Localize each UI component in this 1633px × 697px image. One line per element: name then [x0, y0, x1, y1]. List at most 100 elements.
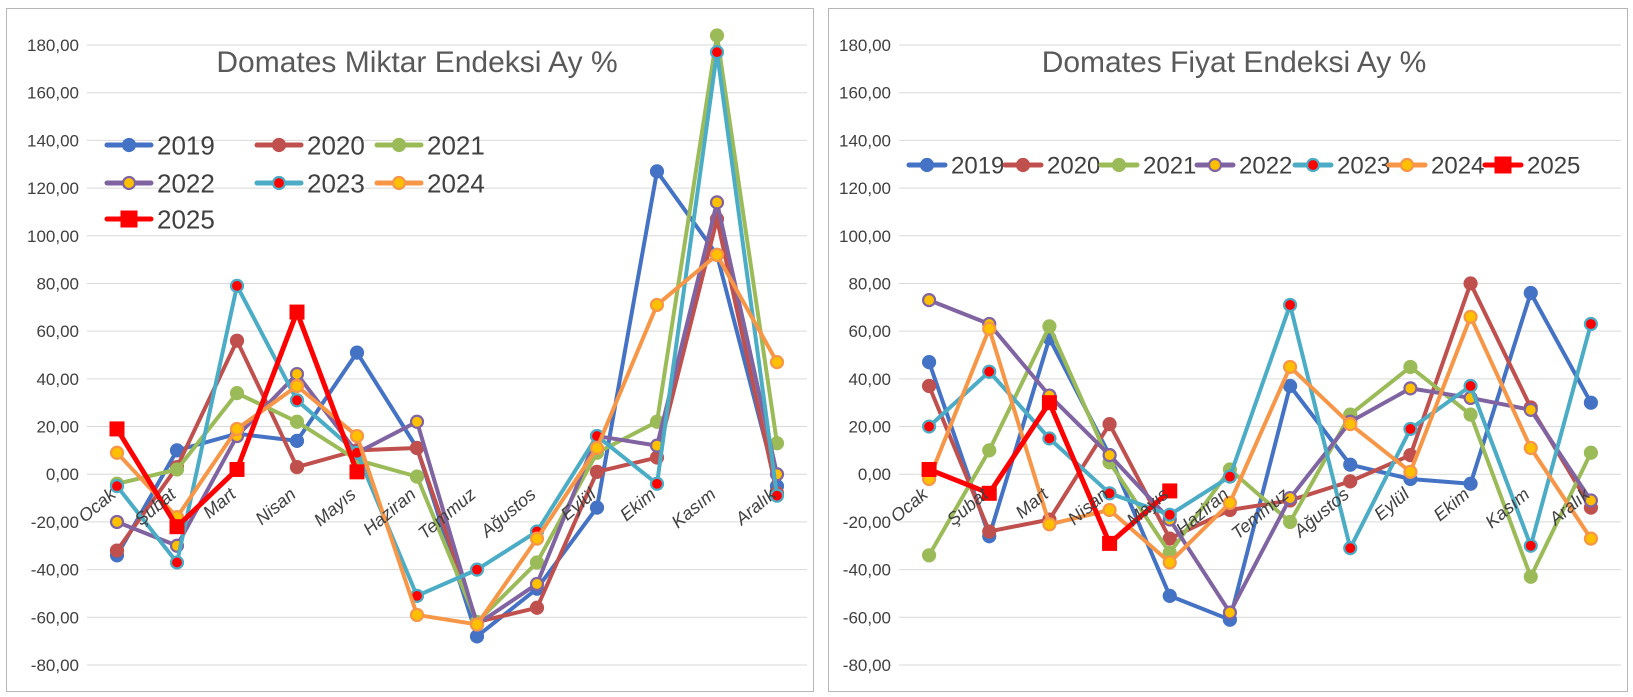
fiyat-point-2023 [1583, 316, 1599, 332]
miktar-legend-entry-2019: 2019 [104, 130, 215, 160]
fiyat-point-2025 [1102, 535, 1118, 551]
miktar-point-2022 [289, 366, 305, 382]
fiyat-series-line-2022 [927, 298, 1593, 615]
fiyat-point-2022 [1523, 402, 1538, 417]
miktar-point-2024 [289, 378, 305, 394]
miktar-point-2019 [349, 345, 365, 360]
fiyat-legend-swatch-marker [1399, 157, 1415, 173]
miktar-x-tick-label: Kasım [668, 484, 720, 532]
miktar-y-tick-label: -60,00 [31, 608, 79, 627]
miktar-legend-entry-2023: 2023 [254, 168, 365, 198]
miktar-point-2020 [289, 459, 305, 475]
miktar-point-2019 [289, 433, 305, 448]
miktar-point-2024 [229, 421, 245, 437]
fiyat-legend-label: 2021 [1143, 153, 1196, 180]
miktar-point-2025 [289, 304, 305, 320]
fiyat-legend-label: 2020 [1047, 153, 1100, 180]
fiyat-point-2021 [921, 548, 937, 563]
miktar-x-tick-label: Ağustos [476, 484, 539, 542]
miktar-legend-label: 2022 [157, 168, 215, 198]
fiyat-point-2022 [1282, 490, 1298, 506]
fiyat-point-2020 [1162, 531, 1177, 546]
miktar-point-2023 [769, 488, 785, 503]
fiyat-series-line-2021 [927, 324, 1593, 579]
miktar-point-2019 [469, 629, 485, 644]
miktar-series-line-2023 [115, 50, 779, 598]
miktar-legend-swatch-marker [121, 137, 137, 153]
miktar-chart-title: Domates Miktar Endeksi Ay % [216, 46, 617, 79]
miktar-series-line-2022 [115, 200, 779, 627]
fiyat-legend-entry-2021: 2021 [1098, 153, 1196, 180]
miktar-point-2020 [229, 333, 245, 348]
fiyat-point-2024 [1463, 309, 1478, 324]
fiyat-point-2019 [1343, 457, 1358, 472]
fiyat-point-2020 [1102, 417, 1117, 432]
miktar-point-2024 [109, 445, 125, 460]
fiyat-series-line-2019 [927, 291, 1593, 622]
fiyat-point-2024 [1282, 359, 1298, 375]
fiyat-point-2025 [921, 461, 937, 477]
miktar-legend-label: 2021 [427, 130, 485, 160]
fiyat-x-tick-label: Kasım [1481, 484, 1533, 532]
miktar-y-tick-label: 0,00 [46, 465, 79, 484]
miktar-legend-entry-2024: 2024 [374, 168, 485, 198]
fiyat-point-2023 [1403, 421, 1418, 437]
miktar-point-2024 [769, 355, 785, 370]
miktar-point-2023 [709, 45, 725, 60]
miktar-y-tick-label: 80,00 [36, 274, 79, 293]
fiyat-legend-swatch-marker [919, 157, 935, 173]
miktar-point-2025 [109, 421, 125, 437]
fiyat-chart-panel: 180,00 160,00 140,00 120,00 100,00 80,00 60,00… [828, 8, 1628, 692]
fiyat-point-2022 [921, 293, 937, 308]
fiyat-legend-label: 2024 [1431, 153, 1484, 180]
miktar-legend-label: 2019 [157, 130, 215, 160]
fiyat-y-tick-label: 20,00 [848, 418, 891, 437]
fiyat-y-tick-label: 40,00 [848, 370, 891, 389]
miktar-chart-svg: 180,00 160,00 140,00 120,00 100,00 80,00 60,00… [27, 28, 807, 675]
fiyat-point-2024 [1102, 502, 1117, 518]
fiyat-y-tick-label: 160,00 [839, 84, 891, 103]
fiyat-point-2023 [1162, 507, 1177, 522]
fiyat-x-tick-label: Ocak [887, 483, 933, 526]
fiyat-point-2019 [1583, 395, 1599, 410]
miktar-point-2022 [109, 514, 125, 530]
fiyat-point-2024 [982, 321, 997, 336]
miktar-point-2021 [529, 555, 545, 570]
miktar-point-2019 [589, 500, 605, 515]
fiyat-series-line-2020 [927, 281, 1593, 541]
miktar-legend-swatch-marker [120, 210, 138, 228]
miktar-point-2025 [169, 519, 185, 535]
fiyat-point-2019 [1523, 285, 1538, 301]
fiyat-point-2021 [1463, 407, 1478, 422]
fiyat-point-2020 [982, 524, 997, 539]
fiyat-chart-svg: 180,00 160,00 140,00 120,00 100,00 80,00 60,00… [839, 36, 1621, 675]
fiyat-legend-label: 2019 [951, 153, 1004, 180]
miktar-y-tick-label: 20,00 [36, 418, 79, 437]
miktar-series-2023 [109, 45, 785, 603]
miktar-series-line-2021 [115, 33, 779, 625]
fiyat-point-2024 [1222, 495, 1238, 510]
miktar-legend-label: 2020 [307, 130, 365, 160]
miktar-point-2021 [289, 414, 305, 429]
fiyat-point-2024 [1042, 517, 1057, 532]
fiyat-x-tick-label: Eylül [1370, 483, 1414, 524]
fiyat-point-2019 [1162, 588, 1177, 603]
fiyat-point-2021 [1583, 445, 1599, 460]
miktar-point-2021 [169, 462, 185, 477]
fiyat-point-2025 [981, 485, 997, 501]
miktar-legend-entry-2022: 2022 [104, 168, 215, 198]
miktar-legend-label: 2023 [307, 168, 365, 198]
fiyat-point-2023 [1222, 469, 1238, 484]
fiyat-point-2024 [1343, 417, 1358, 432]
miktar-point-2022 [709, 195, 725, 210]
miktar-point-2025 [349, 464, 365, 480]
miktar-point-2020 [409, 440, 425, 456]
fiyat-legend-swatch-marker [1207, 157, 1223, 173]
fiyat-legend-label: 2023 [1337, 153, 1390, 180]
fiyat-y-tick-label: 120,00 [839, 179, 891, 198]
miktar-legend-swatch-marker [271, 175, 287, 191]
miktar-series-2025 [109, 304, 365, 535]
fiyat-point-2019 [921, 355, 937, 370]
miktar-point-2023 [229, 278, 245, 293]
miktar-series-line-2024 [115, 252, 779, 627]
